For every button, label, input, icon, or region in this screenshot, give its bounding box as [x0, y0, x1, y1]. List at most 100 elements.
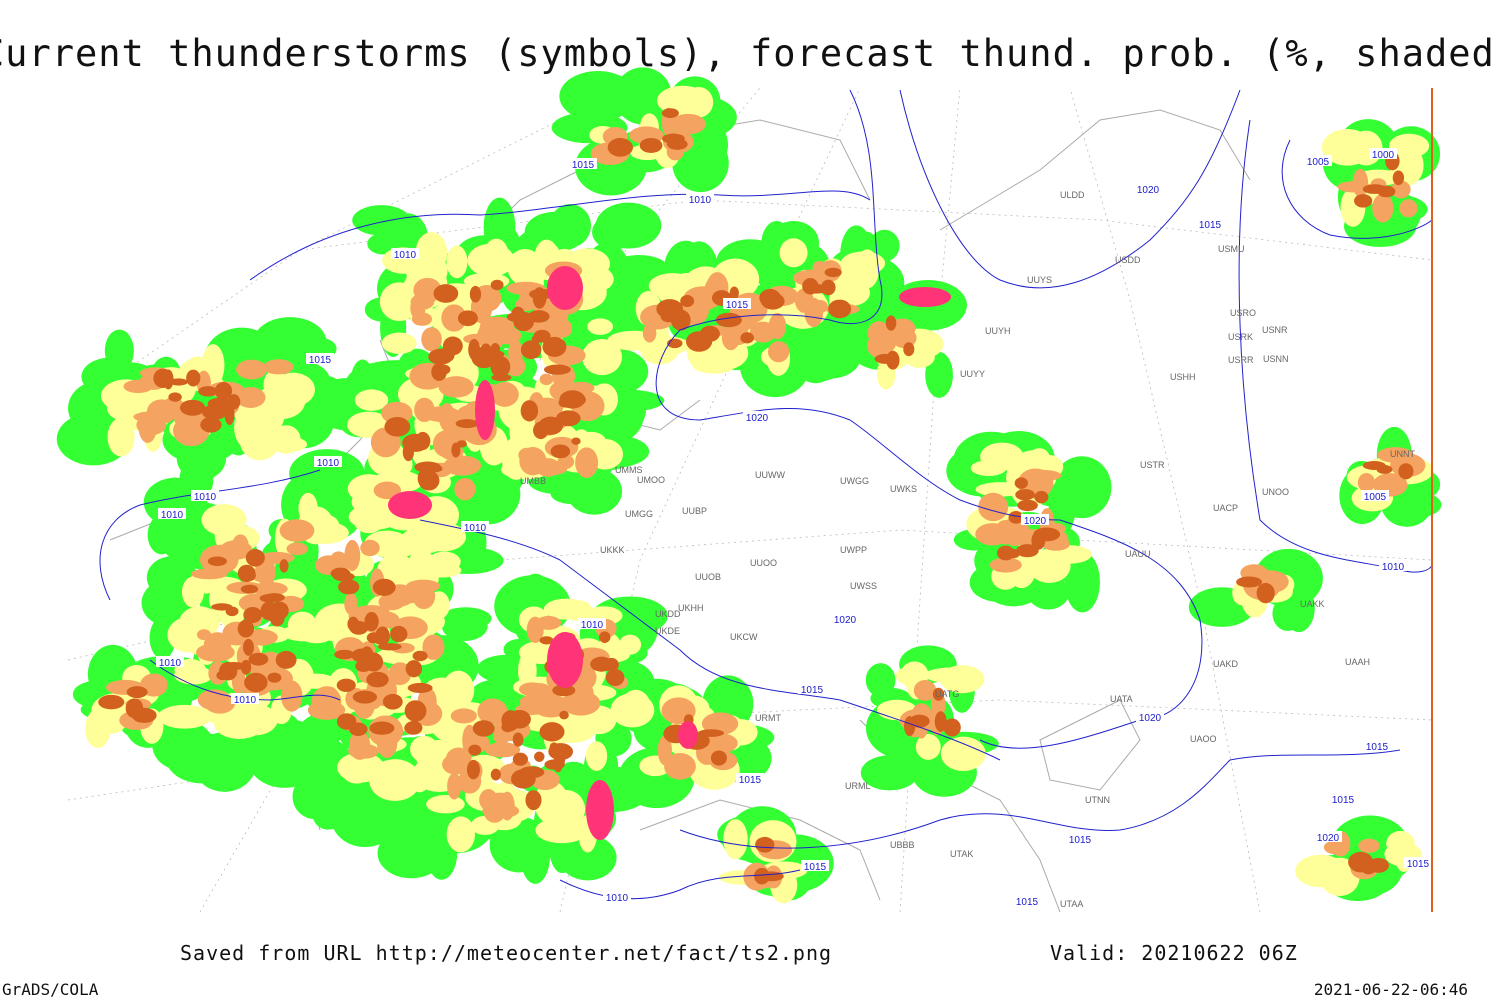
isobar-label: 1020: [1137, 185, 1160, 196]
shade-blob: [157, 704, 212, 729]
shade-blob: [978, 492, 1009, 522]
probability-shading: [56, 67, 1442, 904]
shade-blob: [605, 668, 625, 687]
shade-blob: [779, 238, 808, 268]
shade-blob: [874, 353, 896, 364]
thunderstorm-symbol: [547, 632, 583, 688]
shade-blob: [332, 572, 355, 582]
isobar-label-bg: [798, 683, 826, 694]
station-label: UATA: [1110, 694, 1133, 704]
shade-blob: [376, 727, 398, 759]
isobar-label: 1015: [1016, 897, 1039, 908]
shade-blob: [566, 468, 623, 515]
shade-blob: [506, 311, 534, 323]
shade-blob: [550, 444, 571, 459]
isobar-label-bg: [1136, 711, 1164, 722]
shade-blob: [903, 342, 915, 357]
isobar-label: 1010: [159, 658, 182, 669]
shade-blob: [354, 389, 389, 411]
station-label: ULDD: [1060, 190, 1085, 200]
shade-blob: [1377, 447, 1414, 463]
valid-time: Valid: 20210622 06Z: [1050, 941, 1298, 965]
station-label: UUWW: [755, 470, 785, 480]
shade-blob: [1256, 582, 1275, 604]
isobar-label: 1015: [726, 300, 749, 311]
shade-blob: [1392, 170, 1405, 186]
shade-blob: [1236, 576, 1263, 588]
shade-blob: [527, 310, 550, 323]
shade-blob: [729, 286, 739, 300]
shade-blob: [539, 636, 554, 645]
shade-blob: [381, 401, 413, 425]
shade-blob: [450, 708, 477, 724]
isobar-label-bg: [686, 193, 714, 204]
shade-blob: [388, 662, 412, 686]
station-label: USRO: [1230, 308, 1256, 318]
shade-blob: [224, 403, 235, 426]
isobar-label-bg: [1363, 740, 1391, 751]
shade-blob: [219, 540, 253, 560]
isobar-label-bg: [1361, 490, 1389, 501]
shade-blob: [186, 369, 201, 387]
station-label: USHH: [1170, 372, 1196, 382]
shade-blob: [469, 285, 482, 303]
shade-blob: [490, 279, 504, 291]
station-label: UKKK: [600, 545, 625, 555]
shade-blob: [989, 557, 1022, 573]
isobar-label-bg: [723, 298, 751, 309]
shade-blob: [406, 579, 441, 593]
isobar-label-bg: [231, 693, 259, 704]
shade-blob: [245, 549, 265, 567]
timestamp: 2021-06-22-06:46: [1314, 980, 1468, 999]
shade-blob: [530, 397, 564, 418]
thunderstorm-symbol: [899, 287, 951, 307]
station-label: USTR: [1140, 460, 1165, 470]
shade-blob: [348, 730, 371, 760]
shade-blob: [490, 342, 501, 356]
isobar-label: 1015: [804, 862, 827, 873]
isobar-label-bg: [1021, 514, 1049, 525]
station-label: UUYS: [1027, 275, 1052, 285]
shade-blob: [236, 359, 268, 380]
shade-blob: [1362, 461, 1386, 470]
isobar-label: 1005: [1364, 492, 1387, 503]
shade-blob: [715, 312, 742, 328]
shade-blob: [691, 354, 737, 374]
isobar-label-bg: [1304, 155, 1332, 166]
shade-blob: [1391, 180, 1411, 199]
shade-blob: [179, 399, 206, 416]
isobar-label: 1020: [1317, 833, 1340, 844]
shade-blob: [248, 652, 269, 666]
source-note: Saved from URL http://meteocenter.net/fa…: [180, 941, 832, 965]
shade-blob: [491, 373, 512, 382]
isobar-label: 1015: [1407, 859, 1430, 870]
isobar-label-bg: [1134, 183, 1162, 194]
shade-blob: [699, 325, 720, 342]
station-label: USRK: [1228, 332, 1253, 342]
shade-blob: [147, 515, 176, 555]
shade-blob: [407, 682, 433, 694]
shade-blob: [614, 67, 672, 125]
isobar-label-bg: [1196, 218, 1224, 229]
shade-blob: [433, 284, 459, 303]
shade-blob: [468, 744, 482, 756]
shade-blob: [211, 603, 233, 611]
shade-blob: [405, 660, 423, 678]
shade-blob: [297, 714, 340, 758]
station-label: UAAH: [1345, 657, 1370, 667]
station-label: USNN: [1263, 354, 1289, 364]
shade-blob: [443, 455, 482, 476]
station-label: UKDE: [655, 626, 680, 636]
shade-blob: [489, 792, 511, 804]
isobar-label: 1005: [1307, 157, 1330, 168]
shade-blob: [207, 556, 227, 567]
shade-blob: [571, 437, 581, 445]
shade-blob: [364, 611, 379, 632]
shade-blob: [477, 698, 508, 725]
shade-blob: [263, 359, 294, 375]
station-label: UKCW: [730, 632, 758, 642]
shade-blob: [904, 716, 916, 737]
shade-blob: [670, 113, 706, 135]
map-labels: 1015 1010 1020 1015 1010 1015 1015 1020 1010 1010…: [156, 148, 1432, 909]
shade-blob: [1337, 181, 1371, 193]
